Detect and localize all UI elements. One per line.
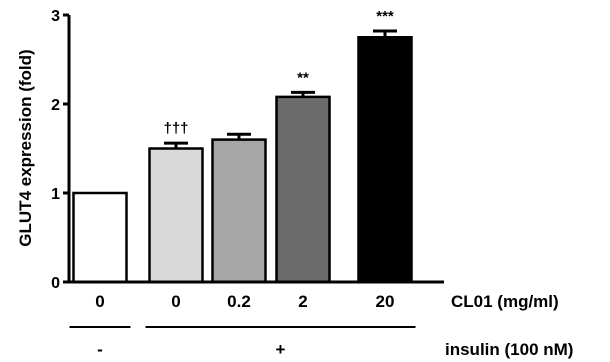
- x-tick-labels: 0 0 0.2 2 20: [95, 292, 394, 311]
- significance-label: ***: [376, 8, 394, 25]
- bar: [357, 36, 413, 284]
- x-axis-label: CL01 (mg/ml): [451, 292, 559, 311]
- significance-label: **: [297, 69, 309, 86]
- bar: [211, 138, 267, 284]
- insulin-group-symbol: +: [276, 340, 286, 359]
- insulin-group-symbol: -: [97, 340, 103, 359]
- bar: [275, 95, 331, 284]
- insulin-groups: - +: [69, 326, 416, 359]
- y-tick-label: 3: [51, 8, 60, 25]
- bar: [148, 147, 204, 284]
- bar: [72, 191, 128, 284]
- y-tick-label: 0: [51, 275, 60, 292]
- x-tick-label: 20: [376, 292, 395, 311]
- x-tick-label: 0: [171, 292, 180, 311]
- insulin-label: insulin (100 nM): [445, 340, 573, 359]
- x-tick-label: 2: [298, 292, 307, 311]
- y-axis-label: GLUT4 expression (fold): [16, 49, 35, 246]
- x-tick-label: 0.2: [227, 292, 251, 311]
- x-tick-label: 0: [95, 292, 104, 311]
- bars: †††*****: [72, 8, 413, 284]
- y-tick-label: 2: [51, 97, 60, 114]
- y-ticks: 0 1 2 3: [51, 8, 69, 292]
- y-tick-label: 1: [51, 186, 60, 203]
- significance-label: †††: [163, 120, 188, 137]
